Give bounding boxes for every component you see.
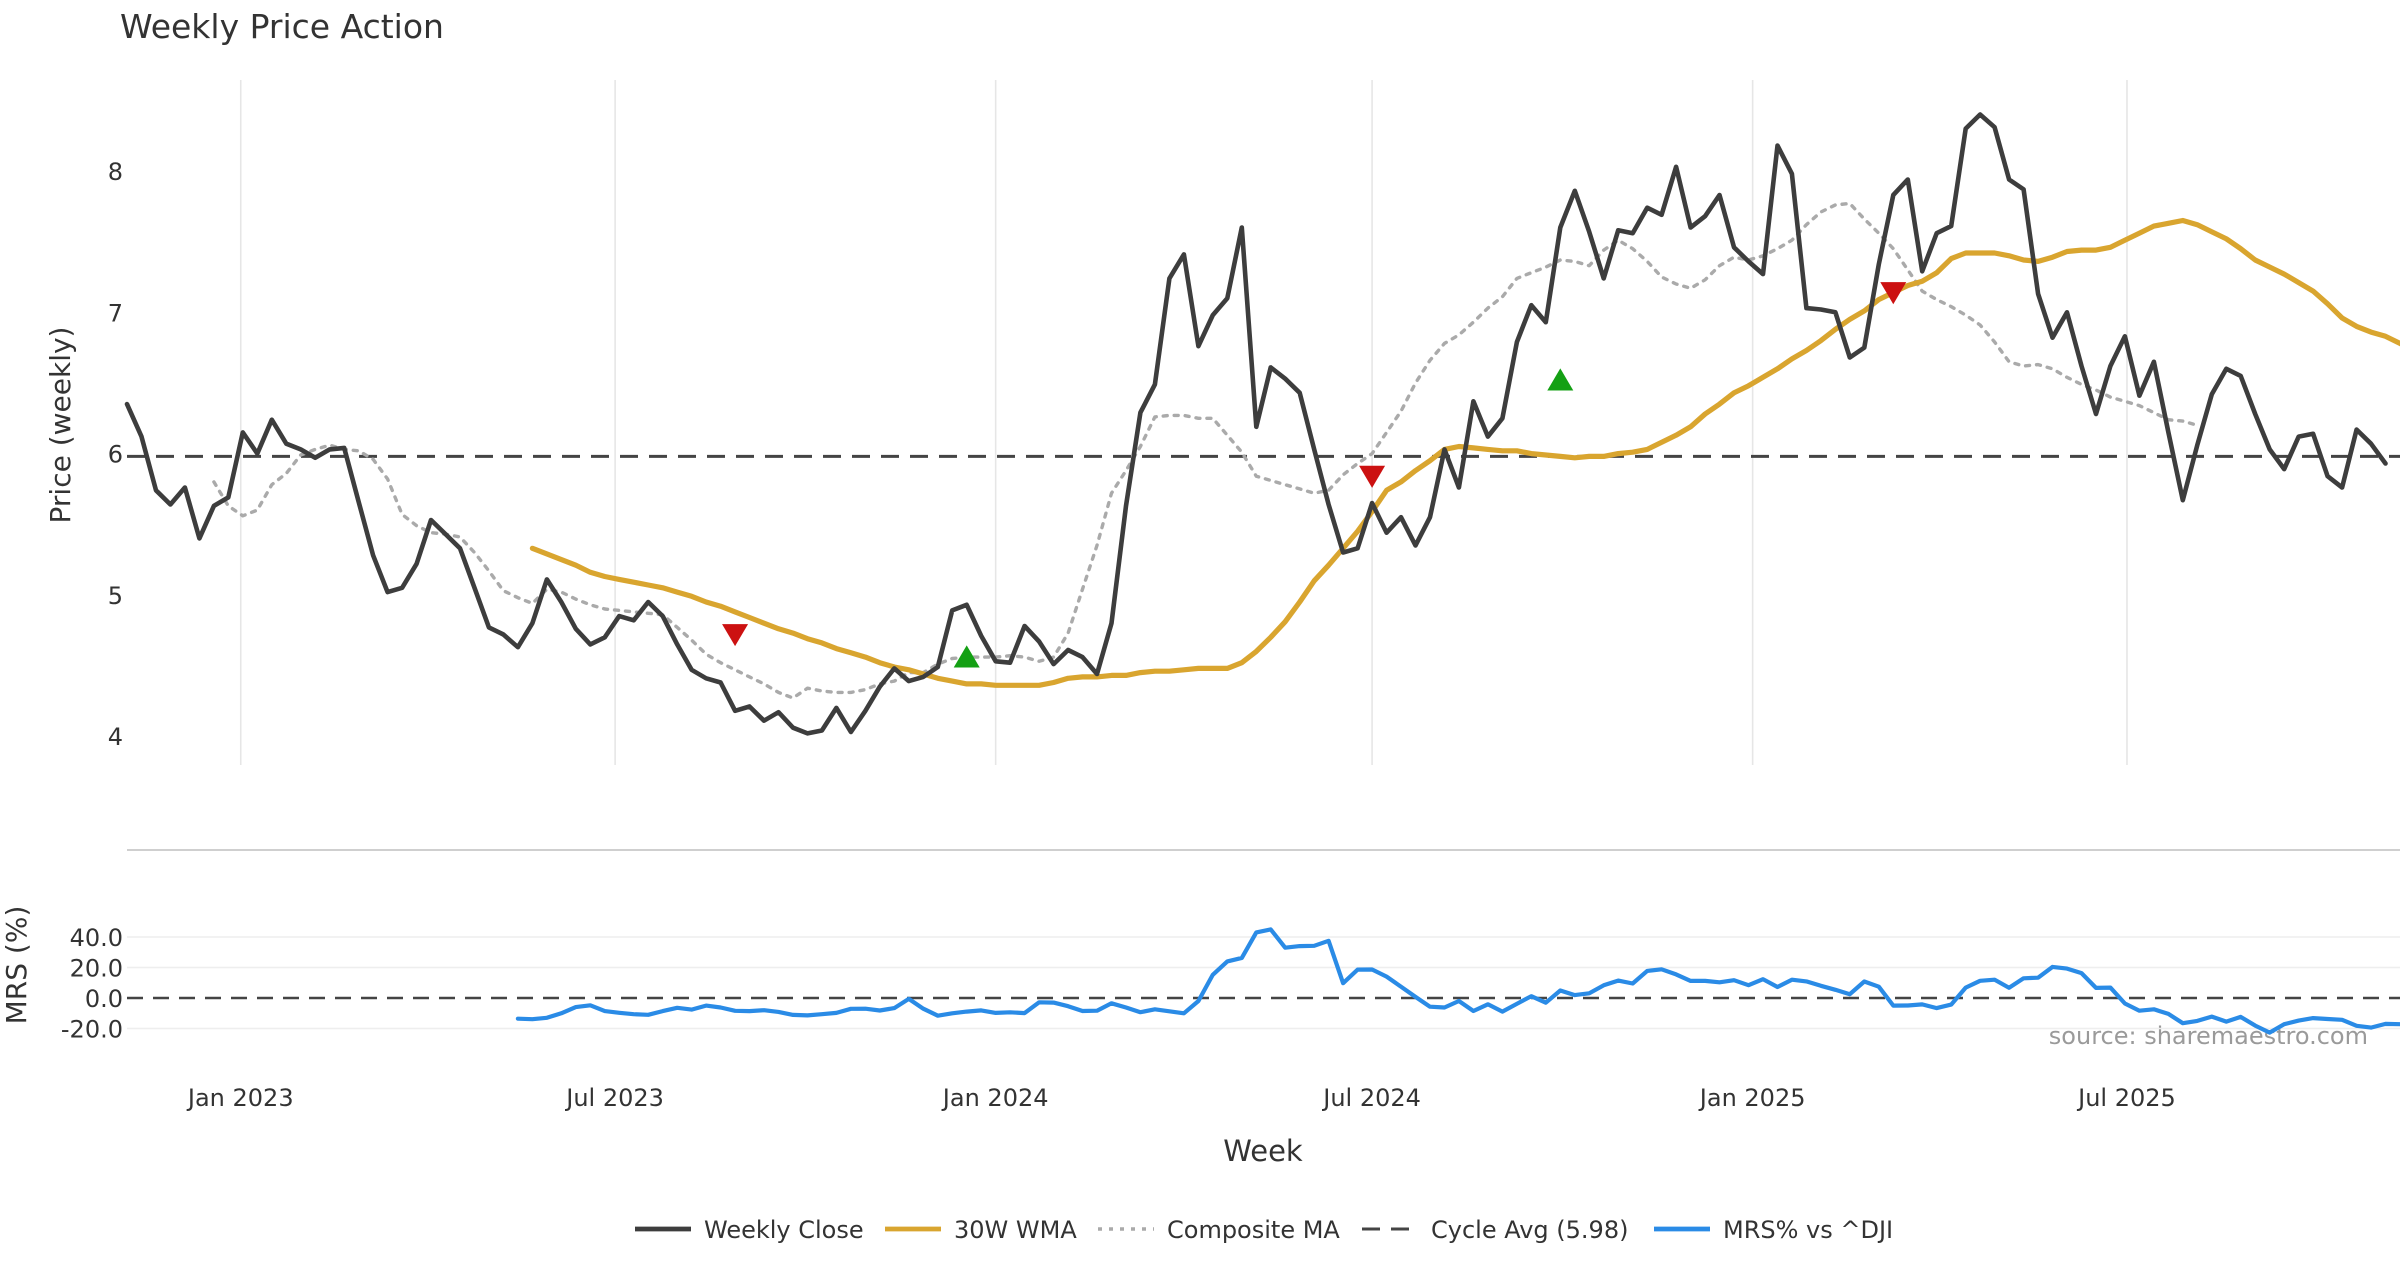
- price-y-tick-label: 6: [108, 441, 123, 469]
- sell-signal-marker: [1359, 465, 1386, 488]
- x-tick-label: Jul 2023: [564, 1084, 664, 1112]
- sell-signal-marker: [1880, 282, 1907, 305]
- x-tick-label: Jan 2023: [186, 1084, 294, 1112]
- price-y-tick-label: 7: [108, 299, 123, 327]
- weekly-close-line: [124, 112, 2388, 736]
- grid-layer: [127, 80, 2400, 1030]
- mrs-y-tick-label: -20.0: [61, 1016, 123, 1044]
- price-y-tick-label: 4: [108, 723, 123, 751]
- composite-ma-line: [212, 201, 2200, 700]
- wma-30w-line: [529, 217, 2400, 688]
- legend: Weekly Close 30W WMA Composite MA Cycle Avg…: [635, 1216, 1893, 1244]
- chart-title: Weekly Price Action: [120, 7, 444, 46]
- x-tick-label: Jan 2024: [941, 1084, 1049, 1112]
- mrs-y-axis-label: MRS (%): [0, 906, 33, 1025]
- legend-item: MRS% vs ^DJI: [1654, 1216, 1893, 1244]
- watermark: source: sharemaestro.com: [2049, 1022, 2368, 1050]
- legend-label: Weekly Close: [704, 1216, 864, 1244]
- legend-item: 30W WMA: [885, 1216, 1077, 1244]
- price-y-axis-label: Price (weekly): [44, 327, 77, 524]
- mrs-y-tick-label: 40.0: [70, 924, 123, 952]
- legend-item: Cycle Avg (5.98): [1362, 1216, 1628, 1244]
- price-y-tick-label: 8: [108, 158, 123, 186]
- x-axis-label: Week: [1223, 1134, 1303, 1168]
- mrs-y-tick-label: 20.0: [70, 955, 123, 983]
- legend-label: Composite MA: [1167, 1216, 1340, 1244]
- legend-label: 30W WMA: [954, 1216, 1077, 1244]
- price-y-tick-label: 5: [108, 582, 123, 610]
- sell-signal-marker: [722, 624, 749, 647]
- mrs-line: [515, 927, 2400, 1035]
- price-plot: [124, 112, 2400, 736]
- legend-item: Weekly Close: [635, 1216, 864, 1244]
- x-tick-label: Jul 2024: [1321, 1084, 1421, 1112]
- axis-layer: 4 5 6 7 8 -20.0 0.020.0 40.0 Jan 2023 Jul 2023 Jan…: [61, 158, 2176, 1112]
- mrs-plot: [127, 927, 2400, 1035]
- legend-label: Cycle Avg (5.98): [1431, 1216, 1628, 1244]
- buy-signal-marker: [1547, 368, 1574, 391]
- buy-signal-marker: [953, 645, 980, 668]
- legend-label: MRS% vs ^DJI: [1723, 1216, 1893, 1244]
- x-tick-label: Jul 2025: [2076, 1084, 2176, 1112]
- legend-item: Composite MA: [1098, 1216, 1340, 1244]
- mrs-y-tick-label: 0.0: [85, 985, 123, 1013]
- x-tick-label: Jan 2025: [1698, 1084, 1806, 1112]
